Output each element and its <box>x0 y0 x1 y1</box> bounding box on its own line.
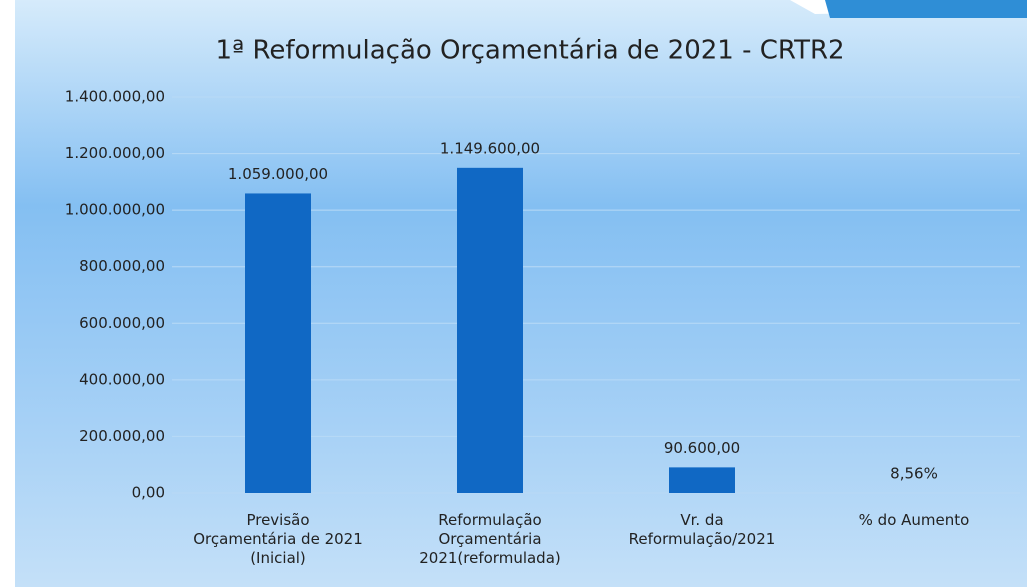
x-tick-label: Reformulação Orçamentária 2021(reformula… <box>419 511 561 567</box>
y-tick-label: 0,00 <box>132 484 165 502</box>
corner-decoration <box>825 0 1027 18</box>
y-tick-label: 800.000,00 <box>79 257 165 275</box>
y-tick-label: 400.000,00 <box>79 370 165 388</box>
bar <box>669 467 735 493</box>
y-tick-label: 600.000,00 <box>79 314 165 332</box>
bar <box>245 193 311 493</box>
chart-title: 1ª Reformulação Orçamentária de 2021 - C… <box>215 36 844 66</box>
value-label: 8,56% <box>890 464 938 482</box>
value-label: 90.600,00 <box>664 439 740 457</box>
x-tick-label: Vr. da Reformulação/2021 <box>628 511 776 548</box>
bar <box>457 167 523 493</box>
value-label: 1.149.600,00 <box>440 139 540 157</box>
y-tick-label: 1.000.000,00 <box>65 201 165 219</box>
value-label: 1.059.000,00 <box>228 165 328 183</box>
y-tick-label: 200.000,00 <box>79 427 165 445</box>
y-tick-label: 1.200.000,00 <box>65 144 165 162</box>
y-tick-label: 1.400.000,00 <box>65 88 165 106</box>
x-tick-label: Previsão Orçamentária de 2021 (Inicial) <box>193 511 363 567</box>
x-tick-label: % do Aumento <box>858 511 970 529</box>
